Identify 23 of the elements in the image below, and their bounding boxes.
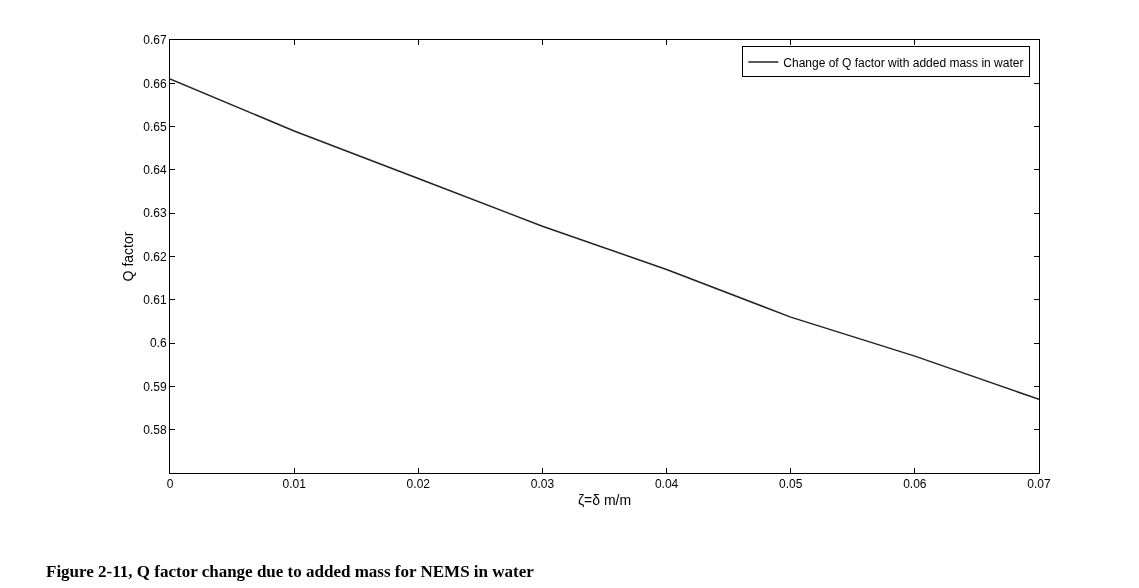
- y-tick-label: 0.66: [143, 76, 167, 91]
- x-axis-title: ζ=δ m/m: [577, 491, 632, 508]
- x-tick-label: 0.01: [282, 477, 307, 492]
- x-tick-label: 0.05: [779, 477, 803, 492]
- y-tick-label: 0.65: [143, 119, 167, 134]
- x-tick-label: 0.04: [654, 477, 679, 492]
- y-tick-label: 0.64: [143, 163, 167, 178]
- legend-label: Change of Q factor with added mass in water: [783, 55, 1024, 70]
- x-tick-label: 0.03: [530, 477, 555, 492]
- x-tick-label: 0.07: [1027, 477, 1051, 492]
- y-tick-label: 0.61: [143, 293, 167, 307]
- x-tick-label: 0.02: [406, 477, 431, 492]
- line-series: [170, 78, 1039, 401]
- y-tick-label: 0.6: [149, 336, 167, 351]
- y-tick-label: 0.63: [143, 206, 167, 221]
- caption: Figure 2-11, Q factor change due to added mass for NEMS in water: [46, 562, 535, 581]
- x-tick-label: 0: [166, 477, 174, 492]
- y-tick-label: 0.59: [143, 379, 167, 394]
- y-tick-label: 0.62: [143, 249, 167, 264]
- y-axis-title: Q factor: [119, 231, 136, 282]
- y-tick-label: 0.67: [143, 33, 167, 48]
- x-tick-label: 0.06: [903, 477, 927, 492]
- y-tick-label: 0.58: [143, 422, 167, 437]
